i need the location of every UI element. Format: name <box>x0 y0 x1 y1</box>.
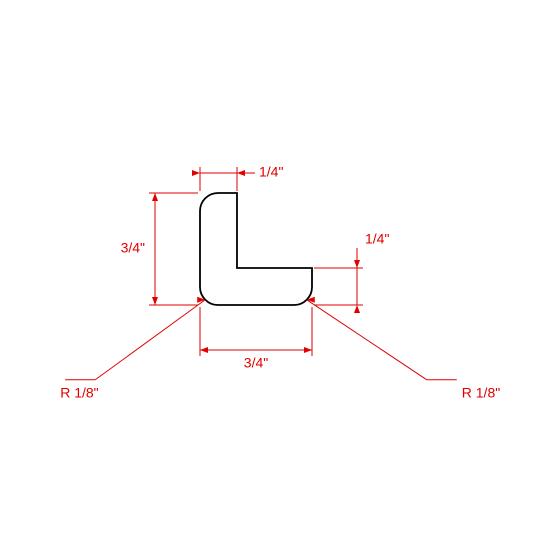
dim-radius-right-label: R 1/8" <box>462 384 500 400</box>
angle-profile-drawing: 1/4" 3/4" 1/4" 3/4" R 1/8" R 1/8" <box>0 0 533 533</box>
dim-left-height-label: 3/4" <box>121 240 145 256</box>
dim-top-thickness-label: 1/4" <box>259 164 283 180</box>
dim-bottom-width-label: 3/4" <box>244 355 268 371</box>
dim-right-thickness-label: 1/4" <box>365 231 389 247</box>
dim-radius-left-label: R 1/8" <box>60 384 98 400</box>
